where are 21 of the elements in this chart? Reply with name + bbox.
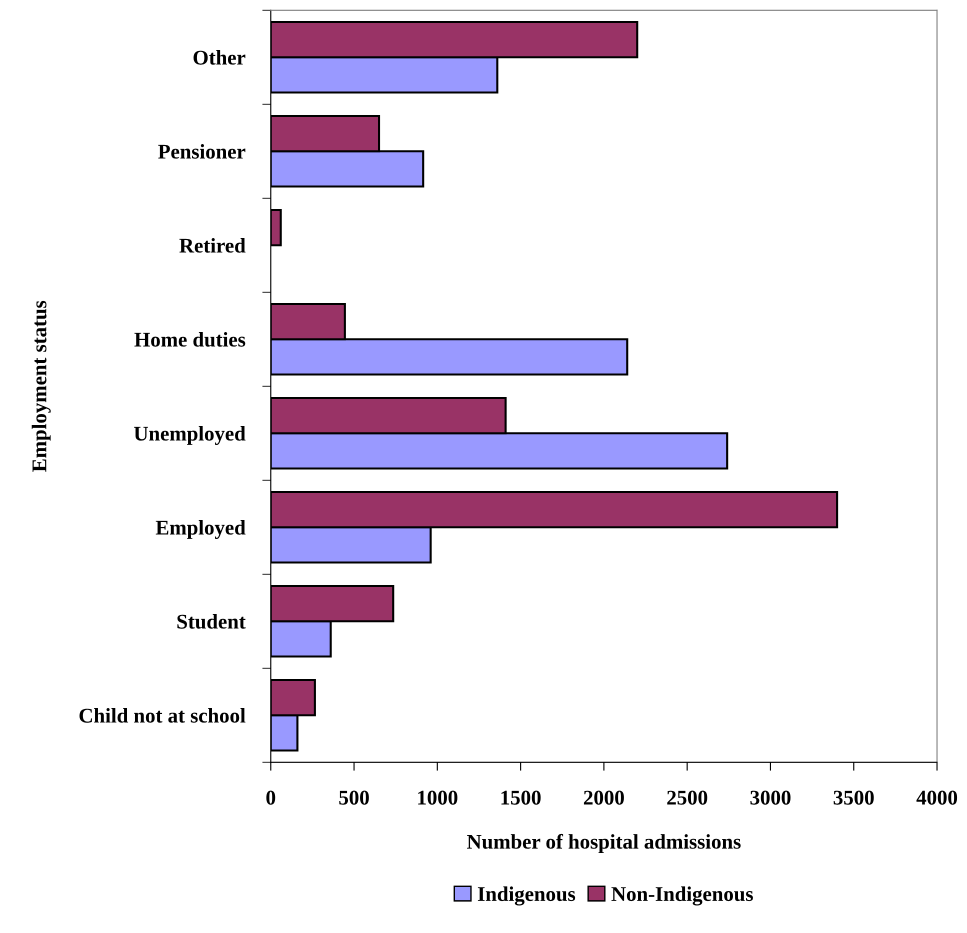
y-tick-label: Other [194,50,246,65]
x-tick-label: 4000 [916,790,958,805]
x-tick-label: 0 [266,790,276,805]
y-tick-label: Child not at school [80,708,246,723]
y-tick-label: Pensioner [158,144,246,159]
x-axis-title: Number of hospital admissions [467,834,741,854]
y-axis-title: Employment status [32,300,51,472]
y-tick-label: Retired [179,238,246,253]
x-tick-label: 500 [339,790,369,805]
y-tick-label: Student [177,614,246,629]
x-tick-label: 1000 [418,790,458,805]
y-tick-label: Unemployed [134,426,246,445]
x-tick-label: 2500 [667,790,708,805]
x-tick-label: 2000 [584,790,624,805]
y-tick-label: Home duties [134,332,246,347]
x-tick-label: 3500 [834,790,874,805]
x-tick-label: 3000 [750,790,790,805]
legend-label: Non-Indigenous [611,886,753,906]
legend-label: Indigenous [478,886,576,906]
x-tick-label: 1500 [501,790,541,805]
y-tick-label: Employed [156,520,246,539]
